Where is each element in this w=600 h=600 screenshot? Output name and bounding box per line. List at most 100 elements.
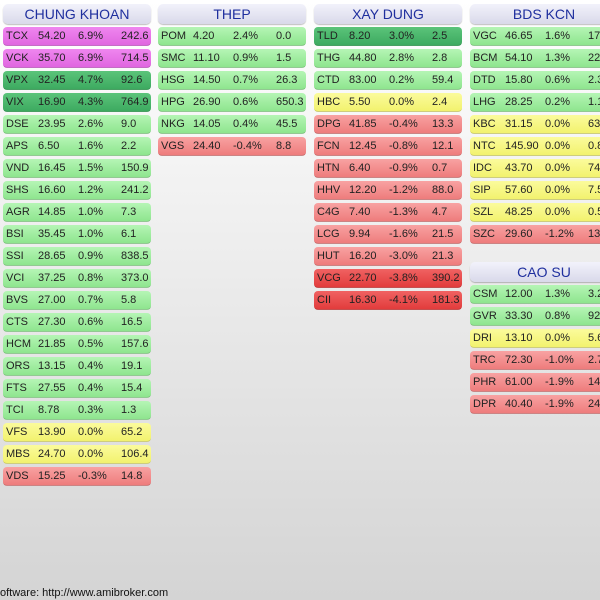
symbol: CTS bbox=[6, 316, 28, 328]
stock-row-lcg[interactable]: LCG 9.94 -1.6% 21.5 bbox=[314, 225, 462, 244]
change-percent: -0.4% bbox=[389, 118, 418, 130]
stock-row-vci[interactable]: VCI 37.25 0.8% 373.0 bbox=[3, 269, 151, 288]
stock-row-tci[interactable]: TCI 8.78 0.3% 1.3 bbox=[3, 401, 151, 420]
stock-row-sip[interactable]: SIP 57.60 0.0% 7.5 bbox=[470, 181, 600, 200]
price: 37.25 bbox=[38, 272, 66, 284]
symbol: VCG bbox=[317, 272, 341, 284]
stock-row-vix[interactable]: VIX 16.90 4.3% 764.9 bbox=[3, 93, 151, 112]
stock-row-fts[interactable]: FTS 27.55 0.4% 15.4 bbox=[3, 379, 151, 398]
stock-row-ctd[interactable]: CTD 83.00 0.2% 59.4 bbox=[314, 71, 462, 90]
stock-row-vpx[interactable]: VPX 32.45 4.7% 92.6 bbox=[3, 71, 151, 90]
stock-row-csm[interactable]: CSM 12.00 1.3% 3.2 bbox=[470, 285, 600, 304]
stock-row-vfs[interactable]: VFS 13.90 0.0% 65.2 bbox=[3, 423, 151, 442]
symbol: TRC bbox=[473, 354, 496, 366]
stock-row-cii[interactable]: CII 16.30 -4.1% 181.3 bbox=[314, 291, 462, 310]
stock-row-htn[interactable]: HTN 6.40 -0.9% 0.7 bbox=[314, 159, 462, 178]
stock-row-pom[interactable]: POM 4.20 2.4% 0.0 bbox=[158, 27, 306, 46]
volume: 157.6 bbox=[121, 338, 149, 350]
panel-xay-dung: XAY DUNG TLD 8.20 3.0% 2.5 THG 44.80 2.8% 2.8 CT… bbox=[314, 4, 462, 313]
stock-row-trc[interactable]: TRC 72.30 -1.0% 2.7 bbox=[470, 351, 600, 370]
stock-row-bsi[interactable]: BSI 35.45 1.0% 6.1 bbox=[3, 225, 151, 244]
symbol: POM bbox=[161, 30, 187, 42]
stock-row-tld[interactable]: TLD 8.20 3.0% 2.5 bbox=[314, 27, 462, 46]
symbol: PHR bbox=[473, 376, 497, 388]
volume: 92.0 bbox=[588, 310, 600, 322]
stock-row-ssi[interactable]: SSI 28.65 0.9% 838.5 bbox=[3, 247, 151, 266]
stock-row-bvs[interactable]: BVS 27.00 0.7% 5.8 bbox=[3, 291, 151, 310]
change-percent: 6.9% bbox=[78, 52, 104, 64]
stock-row-vck[interactable]: VCK 35.70 6.9% 714.5 bbox=[3, 49, 151, 68]
stock-row-vds[interactable]: VDS 15.25 -0.3% 14.8 bbox=[3, 467, 151, 486]
price: 12.20 bbox=[349, 184, 377, 196]
stock-row-hsg[interactable]: HSG 14.50 0.7% 26.3 bbox=[158, 71, 306, 90]
stock-row-aps[interactable]: APS 6.50 1.6% 2.2 bbox=[3, 137, 151, 156]
price: 14.50 bbox=[193, 74, 221, 86]
stock-row-ntc[interactable]: NTC 145.90 0.0% 0.8 bbox=[470, 137, 600, 156]
change-percent: 0.4% bbox=[233, 118, 259, 130]
stock-row-phr[interactable]: PHR 61.00 -1.9% 14.6 bbox=[470, 373, 600, 392]
stock-row-hhv[interactable]: HHV 12.20 -1.2% 88.0 bbox=[314, 181, 462, 200]
price: 6.40 bbox=[349, 162, 371, 174]
volume: 63.0 bbox=[588, 118, 600, 130]
volume: 2.5 bbox=[432, 30, 448, 42]
stock-row-cts[interactable]: CTS 27.30 0.6% 16.5 bbox=[3, 313, 151, 332]
price: 24.40 bbox=[193, 140, 221, 152]
stock-row-shs[interactable]: SHS 16.60 1.2% 241.2 bbox=[3, 181, 151, 200]
stock-row-tcx[interactable]: TCX 54.20 6.9% 242.6 bbox=[3, 27, 151, 46]
stock-row-vnd[interactable]: VND 16.45 1.5% 150.9 bbox=[3, 159, 151, 178]
change-percent: 1.6% bbox=[545, 30, 571, 42]
change-percent: -1.2% bbox=[545, 228, 574, 240]
volume: 1.1 bbox=[588, 96, 600, 108]
change-percent: 2.4% bbox=[233, 30, 259, 42]
stock-row-nkg[interactable]: NKG 14.05 0.4% 45.5 bbox=[158, 115, 306, 134]
stock-row-dse[interactable]: DSE 23.95 2.6% 9.0 bbox=[3, 115, 151, 134]
stock-row-dtd[interactable]: DTD 15.80 0.6% 2.3 bbox=[470, 71, 600, 90]
change-percent: -0.8% bbox=[389, 140, 418, 152]
price: 14.05 bbox=[193, 118, 221, 130]
change-percent: -1.0% bbox=[545, 354, 574, 366]
stock-row-c4g[interactable]: C4G 7.40 -1.3% 4.7 bbox=[314, 203, 462, 222]
symbol: SSI bbox=[6, 250, 24, 262]
stock-row-gvr[interactable]: GVR 33.30 0.8% 92.0 bbox=[470, 307, 600, 326]
stock-row-hcm[interactable]: HCM 21.85 0.5% 157.6 bbox=[3, 335, 151, 354]
symbol: HHV bbox=[317, 184, 341, 196]
stock-row-kbc[interactable]: KBC 31.15 0.0% 63.0 bbox=[470, 115, 600, 134]
symbol: HUT bbox=[317, 250, 340, 262]
price: 28.25 bbox=[505, 96, 533, 108]
volume: 14.8 bbox=[121, 470, 143, 482]
stock-row-hbc[interactable]: HBC 5.50 0.0% 2.4 bbox=[314, 93, 462, 112]
stock-row-lhg[interactable]: LHG 28.25 0.2% 1.1 bbox=[470, 93, 600, 112]
symbol: VGS bbox=[161, 140, 185, 152]
stock-row-dri[interactable]: DRI 13.10 0.0% 5.6 bbox=[470, 329, 600, 348]
stock-row-dpr[interactable]: DPR 40.40 -1.9% 24.7 bbox=[470, 395, 600, 414]
symbol: LHG bbox=[473, 96, 496, 108]
symbol: VND bbox=[6, 162, 30, 174]
stock-row-smc[interactable]: SMC 11.10 0.9% 1.5 bbox=[158, 49, 306, 68]
change-percent: 0.0% bbox=[389, 96, 415, 108]
stock-row-fcn[interactable]: FCN 12.45 -0.8% 12.1 bbox=[314, 137, 462, 156]
price: 8.78 bbox=[38, 404, 60, 416]
change-percent: 2.8% bbox=[389, 52, 415, 64]
stock-row-agr[interactable]: AGR 14.85 1.0% 7.3 bbox=[3, 203, 151, 222]
stock-row-szc[interactable]: SZC 29.60 -1.2% 13.6 bbox=[470, 225, 600, 244]
price: 21.85 bbox=[38, 338, 66, 350]
price: 4.20 bbox=[193, 30, 215, 42]
stock-row-thg[interactable]: THG 44.80 2.8% 2.8 bbox=[314, 49, 462, 68]
volume: 15.4 bbox=[121, 382, 143, 394]
stock-row-vgs[interactable]: VGS 24.40 -0.4% 8.8 bbox=[158, 137, 306, 156]
stock-row-ors[interactable]: ORS 13.15 0.4% 19.1 bbox=[3, 357, 151, 376]
symbol: VGC bbox=[473, 30, 497, 42]
stock-row-szl[interactable]: SZL 48.25 0.0% 0.5 bbox=[470, 203, 600, 222]
symbol: BSI bbox=[6, 228, 24, 240]
stock-row-idc[interactable]: IDC 43.70 0.0% 74.2 bbox=[470, 159, 600, 178]
stock-row-hpg[interactable]: HPG 26.90 0.6% 650.3 bbox=[158, 93, 306, 112]
volume: 65.2 bbox=[121, 426, 143, 438]
stock-row-dpg[interactable]: DPG 41.85 -0.4% 13.3 bbox=[314, 115, 462, 134]
stock-row-bcm[interactable]: BCM 54.10 1.3% 22.7 bbox=[470, 49, 600, 68]
stock-row-vcg[interactable]: VCG 22.70 -3.8% 390.2 bbox=[314, 269, 462, 288]
price: 27.55 bbox=[38, 382, 66, 394]
price: 61.00 bbox=[505, 376, 533, 388]
stock-row-hut[interactable]: HUT 16.20 -3.0% 21.3 bbox=[314, 247, 462, 266]
stock-row-mbs[interactable]: MBS 24.70 0.0% 106.4 bbox=[3, 445, 151, 464]
stock-row-vgc[interactable]: VGC 46.65 1.6% 17.3 bbox=[470, 27, 600, 46]
